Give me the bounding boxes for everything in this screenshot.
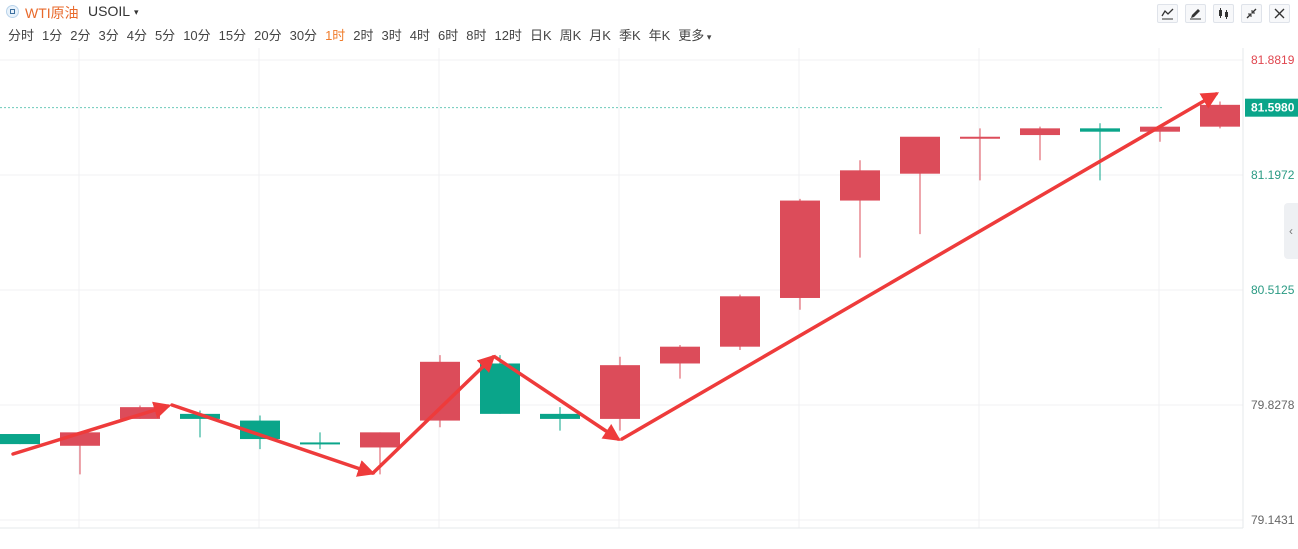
period-tab[interactable]: 4分	[126, 28, 147, 43]
candle-body	[1080, 128, 1120, 132]
trend-arrow	[371, 354, 496, 475]
candlestick-chart: 81.8819 81.1972 80.5125 79.8278 79.1431 81.59…	[0, 48, 1298, 529]
current-price-badge	[1245, 98, 1298, 117]
period-tab[interactable]: 更多	[674, 27, 715, 45]
period-tab[interactable]: 30分	[289, 28, 318, 43]
candle-body	[360, 432, 400, 448]
period-tab[interactable]: 2分	[70, 28, 91, 43]
period-tab[interactable]: 1时	[325, 28, 346, 43]
period-tab[interactable]: 6时	[438, 28, 459, 43]
candle-body	[300, 442, 340, 445]
period-tab[interactable]: 年K	[648, 28, 671, 43]
draw-pen-icon[interactable]	[1185, 4, 1206, 23]
period-tab[interactable]: 20分	[254, 28, 282, 43]
candle-body	[660, 346, 700, 364]
close-icon[interactable]	[1269, 4, 1290, 23]
line-chart-icon[interactable]	[1157, 4, 1178, 23]
price-axis-label: 79.8278	[1251, 398, 1295, 412]
trend-arrow	[620, 92, 1220, 441]
period-tab[interactable]: 月K	[589, 28, 611, 43]
candle-body	[180, 413, 220, 419]
trend-arrow	[170, 403, 376, 477]
candle-body	[0, 434, 40, 445]
chevron-left-icon: ‹	[1289, 224, 1293, 238]
period-tab[interactable]: 季K	[618, 28, 641, 43]
candlestick-settings-icon[interactable]	[1213, 4, 1234, 23]
period-tab[interactable]: 分时	[8, 28, 35, 43]
price-axis-label: 79.1431	[1251, 513, 1295, 527]
candle-body	[240, 420, 280, 440]
period-tab[interactable]: 3分	[98, 28, 119, 43]
period-tab[interactable]: 周K	[559, 28, 582, 43]
period-tab[interactable]: 3时	[381, 28, 402, 43]
period-tab[interactable]: 4时	[409, 28, 430, 43]
period-tab[interactable]: 8时	[466, 28, 487, 43]
symbol-icon	[6, 5, 19, 18]
chevron-down-icon[interactable]: ▾	[134, 7, 139, 17]
symbol-code[interactable]: USOIL	[88, 3, 131, 19]
period-tab[interactable]: 日K	[529, 28, 552, 43]
period-tab[interactable]: 1分	[42, 28, 63, 43]
period-tab[interactable]: 15分	[218, 28, 247, 43]
candle-body	[1200, 104, 1240, 127]
candle-body	[1020, 128, 1060, 136]
candle-body	[720, 296, 760, 347]
period-tab[interactable]: 10分	[183, 28, 211, 43]
period-tab[interactable]: 2时	[353, 28, 374, 43]
collapse-icon[interactable]	[1241, 4, 1262, 23]
current-price-label: 81.5980	[1251, 101, 1295, 115]
price-axis-label: 80.5125	[1251, 283, 1295, 297]
period-tabs: 分时 1分 2分 3分 4分 5分 10分 15分 20分 30分 1时 2时 3时 4时 6时 8时 12时日…	[4, 27, 715, 45]
price-axis-label: 81.8819	[1251, 53, 1295, 67]
candle-body	[600, 365, 640, 419]
trend-arrow	[11, 401, 172, 456]
period-tab[interactable]: 12时	[494, 28, 522, 43]
symbol-name[interactable]: WTI原油	[25, 5, 79, 21]
candle-body	[840, 170, 880, 201]
chart-header: WTI原油 USOIL ▾	[0, 0, 1298, 24]
candle-body	[900, 136, 940, 174]
period-tab[interactable]: 5分	[154, 28, 176, 43]
side-panel-toggle[interactable]: ‹	[1284, 203, 1298, 259]
candle-body	[960, 136, 1000, 139]
price-axis-label: 81.1972	[1251, 168, 1295, 182]
candle-body	[420, 361, 460, 421]
candle-body	[540, 413, 580, 419]
chart-toolbar	[1153, 4, 1290, 23]
candle-body	[1140, 126, 1180, 132]
trend-arrow	[493, 355, 621, 441]
candle-body	[780, 200, 820, 298]
